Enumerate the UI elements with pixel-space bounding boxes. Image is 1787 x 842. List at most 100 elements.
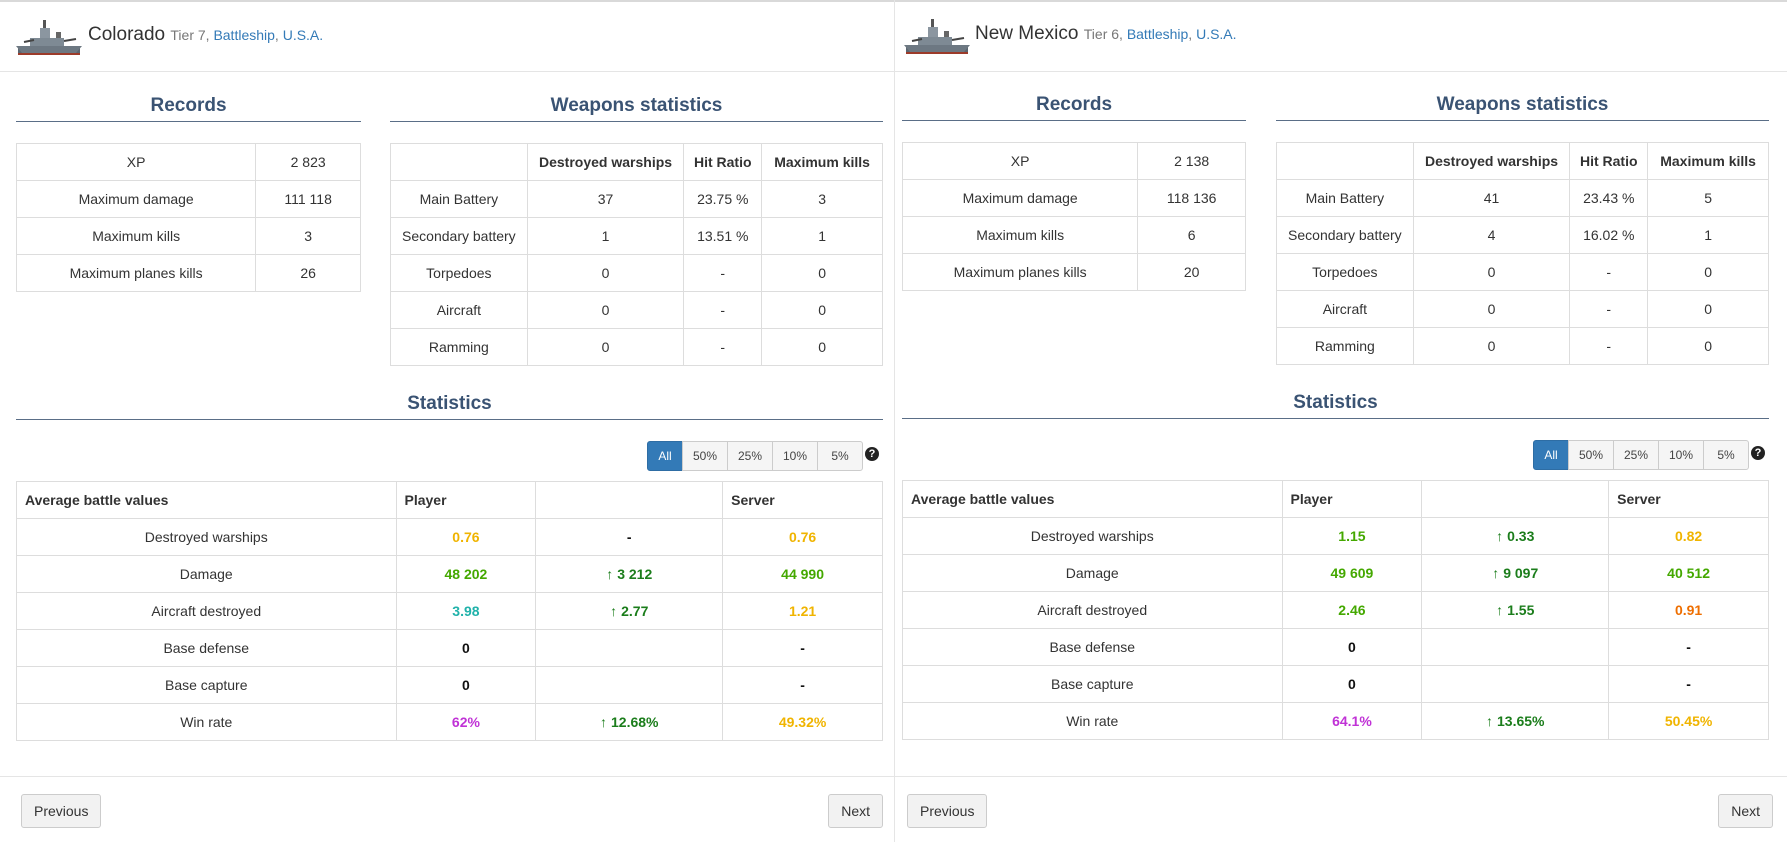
ship-title: Colorado Tier 7, Battleship, U.S.A.	[88, 24, 323, 46]
table-row: Secondary battery 4 16.02 % 1	[1276, 216, 1769, 254]
table-row: Maximum planes kills 20	[901, 253, 1246, 291]
tier-text: Tier 6,	[1083, 26, 1123, 42]
filter-button[interactable]: 10%	[1658, 440, 1704, 470]
table-row: Win rate 62% ↑ 12.68% 49.32%	[16, 703, 883, 741]
arrow-up-icon: ↑	[1492, 565, 1500, 581]
difference-value: ↑ 1.55	[1421, 591, 1610, 629]
column-header	[1276, 142, 1414, 180]
column-header: Player	[1281, 480, 1423, 518]
weapon-max-kills: 0	[1647, 327, 1769, 365]
question-circle-icon[interactable]: ?	[1751, 446, 1765, 460]
table-row: Aircraft destroyed 3.98 ↑ 2.77 1.21	[16, 592, 883, 630]
column-header: Destroyed warships	[526, 143, 685, 181]
weapon-name: Torpedoes	[390, 254, 528, 292]
weapon-name: Secondary battery	[390, 217, 528, 255]
stat-label: Base defense	[16, 629, 397, 667]
filter-button[interactable]: 50%	[682, 441, 728, 471]
table-row: XP 2 823	[15, 143, 361, 181]
percentile-filter: All 50% 25% 10% 5%	[1533, 440, 1749, 470]
difference-text: 2.77	[621, 603, 649, 619]
difference-value: ↑ 3 212	[535, 555, 724, 593]
server-value: 44 990	[722, 555, 883, 593]
difference-text: 12.68%	[611, 714, 659, 730]
previous-button[interactable]: Previous	[907, 794, 988, 828]
weapon-max-kills: 0	[761, 291, 883, 329]
table-row: Base capture 0 -	[902, 665, 1769, 703]
server-value: 0.91	[1608, 591, 1769, 629]
table-row: Maximum planes kills 26	[15, 254, 361, 292]
record-value: 20	[1137, 253, 1246, 291]
table-row: Base capture 0 -	[16, 666, 883, 704]
stat-label: Win rate	[902, 702, 1283, 740]
table-row: Main Battery 41 23.43 % 5	[1276, 179, 1769, 217]
weapons-title: Weapons statistics	[1276, 94, 1769, 121]
server-value: 50.45%	[1608, 702, 1769, 740]
filter-button[interactable]: 25%	[1613, 440, 1659, 470]
filter-button[interactable]: 5%	[1703, 440, 1749, 470]
record-value: 26	[255, 254, 361, 292]
records-table: XP 2 138 Maximum damage 118 136 Maximum kill…	[901, 142, 1246, 291]
filter-button[interactable]: 10%	[772, 441, 818, 471]
difference-text: 0.33	[1507, 528, 1535, 544]
record-label: Maximum damage	[15, 180, 257, 218]
weapon-destroyed: 0	[526, 291, 685, 329]
previous-button[interactable]: Previous	[21, 794, 102, 828]
table-row: Torpedoes 0-0	[1276, 253, 1769, 291]
percentile-filter: All 50% 25% 10% 5%	[647, 441, 863, 471]
arrow-up-icon: ↑	[1496, 528, 1504, 544]
record-label: Maximum kills	[15, 217, 257, 255]
filter-button[interactable]: All	[1533, 440, 1569, 470]
stat-label: Win rate	[16, 703, 397, 741]
filter-button[interactable]: 25%	[727, 441, 773, 471]
table-row: Destroyed warships 1.15 ↑ 0.33 0.82	[902, 517, 1769, 555]
stat-label: Damage	[16, 555, 397, 593]
ship-header: New Mexico Tier 6, Battleship, U.S.A.	[895, 6, 1787, 72]
nation-link[interactable]: U.S.A.	[282, 27, 324, 43]
column-header: Hit Ratio	[683, 143, 763, 181]
table-row: Aircraft destroyed 2.46 ↑ 1.55 0.91	[902, 591, 1769, 629]
question-circle-icon[interactable]: ?	[865, 447, 879, 461]
player-value: 0	[1281, 628, 1423, 666]
table-row: Maximum damage 111 118	[15, 180, 361, 218]
ship-class-link[interactable]: Battleship	[1126, 26, 1189, 42]
ship-title: New Mexico Tier 6, Battleship, U.S.A.	[975, 23, 1237, 45]
difference-value: ↑ 13.65%	[1421, 702, 1610, 740]
ship-meta: Tier 6, Battleship, U.S.A.	[1083, 26, 1237, 42]
column-header: Average battle values	[902, 480, 1283, 518]
weapon-max-kills: 5	[1647, 179, 1769, 217]
player-value: 64.1%	[1281, 702, 1423, 740]
ship-class-link[interactable]: Battleship	[213, 27, 275, 43]
filter-button[interactable]: 50%	[1568, 440, 1614, 470]
ship-meta: Tier 7, Battleship, U.S.A.	[170, 27, 324, 43]
weapon-hit-ratio: -	[683, 254, 763, 292]
table-row: Damage 49 609 ↑ 9 097 40 512	[902, 554, 1769, 592]
table-row: Destroyed warships 0.76-0.76	[16, 518, 883, 556]
filter-button[interactable]: All	[647, 441, 683, 471]
server-value: -	[1608, 665, 1769, 703]
weapons-title: Weapons statistics	[390, 95, 883, 122]
weapon-destroyed: 1	[526, 217, 685, 255]
table-row: Ramming 0-0	[1276, 327, 1769, 365]
table-row: Aircraft 0-0	[1276, 290, 1769, 328]
player-value: 48 202	[395, 555, 537, 593]
record-value: 6	[1137, 216, 1246, 254]
nation-link[interactable]: U.S.A.	[1196, 26, 1237, 42]
records-table: XP 2 823 Maximum damage 111 118 Maximum kill…	[15, 143, 361, 292]
average-stats-table: Average battle values Player Server Destro…	[16, 481, 883, 741]
weapon-max-kills: 1	[1647, 216, 1769, 254]
difference-text: 3 212	[617, 566, 653, 582]
record-label: Maximum planes kills	[15, 254, 257, 292]
filter-button[interactable]: 5%	[817, 441, 863, 471]
table-row: Ramming 0-0	[390, 328, 883, 366]
next-button[interactable]: Next	[828, 794, 883, 828]
record-value: 2 138	[1137, 142, 1246, 180]
difference-text: 13.65%	[1497, 713, 1545, 729]
record-value: 118 136	[1137, 179, 1246, 217]
ship-name: New Mexico	[975, 23, 1079, 44]
column-header	[390, 143, 528, 181]
record-label: XP	[15, 143, 257, 181]
weapon-destroyed: 0	[526, 254, 685, 292]
weapon-hit-ratio: 13.51 %	[683, 217, 763, 255]
column-header	[535, 481, 724, 519]
next-button[interactable]: Next	[1718, 794, 1773, 828]
